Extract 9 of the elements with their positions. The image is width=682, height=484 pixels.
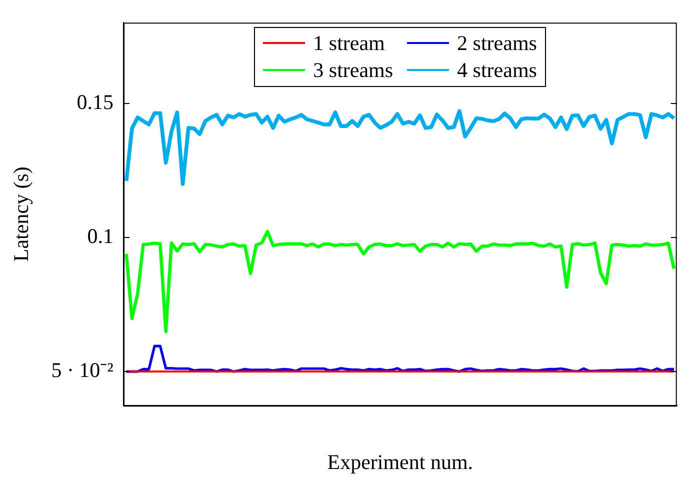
y-axis-title: Latency (s) bbox=[9, 166, 34, 262]
y-tick-label: 0.1 bbox=[87, 224, 114, 248]
legend-label: 2 streams bbox=[457, 30, 537, 56]
y-tick-label: 5 · 10⁻² bbox=[51, 358, 114, 382]
legend-label: 4 streams bbox=[457, 58, 537, 83]
x-axis-title: Experiment num. bbox=[327, 450, 474, 474]
y-tick-label: 0.15 bbox=[76, 90, 114, 114]
legend-label: 1 stream bbox=[313, 30, 385, 56]
legend-label: 3 streams bbox=[313, 58, 394, 83]
